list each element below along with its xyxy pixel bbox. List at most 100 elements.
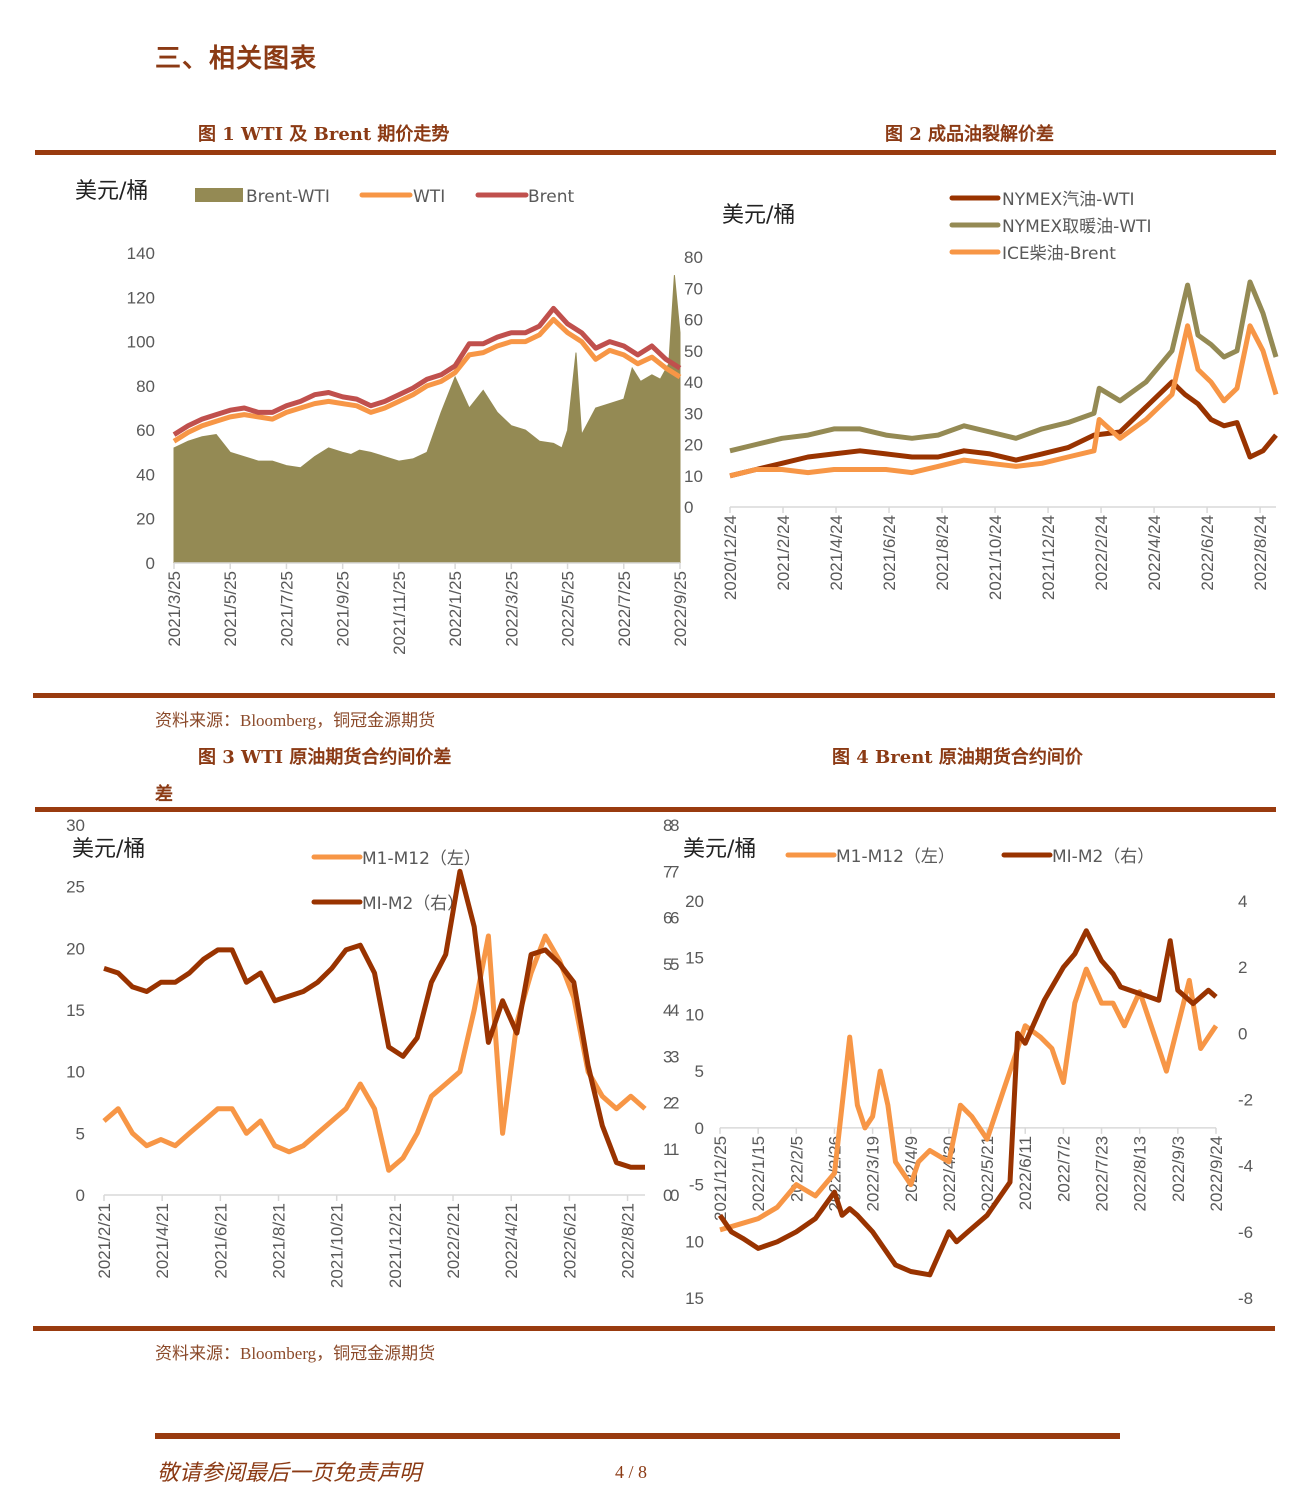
- x-tick-label: 2022/7/23: [1093, 1136, 1112, 1212]
- legend-label: M1-M12（左）: [362, 849, 481, 869]
- y2-tick-label: 4: [670, 1001, 679, 1020]
- unit-label: 美元/桶: [72, 837, 145, 862]
- source-note-2: 资料来源：Bloomberg，铜冠金源期货: [155, 1344, 436, 1363]
- x-tick-label: 2021/12/24: [1039, 515, 1058, 600]
- y-tick-label: 10: [66, 1063, 85, 1082]
- source-note-1: 资料来源：Bloomberg，铜冠金源期货: [155, 711, 436, 730]
- unit-label: 美元/桶: [75, 179, 148, 204]
- y2-tick-label: 60: [684, 311, 703, 330]
- line-m1-m12: [719, 966, 1219, 1233]
- line-m1-m2: [717, 928, 1218, 1278]
- line-m1-m12: [102, 933, 647, 1173]
- y-tick-label: 20: [685, 892, 704, 911]
- x-tick-label: 2022/2/24: [1092, 515, 1111, 591]
- x-tick-label: 2022/2/21: [444, 1203, 463, 1279]
- y2-tick-label: 4: [1238, 892, 1247, 911]
- y2-tick-label: 7: [670, 862, 679, 881]
- mid-rule-1: [33, 693, 1275, 698]
- line-brent: [172, 305, 682, 437]
- x-tick-label: 2021/3/25: [165, 571, 184, 647]
- legend-swatch-brent-wti: [195, 188, 243, 202]
- x-tick-label: 2021/12/25: [711, 1136, 730, 1221]
- y-tick-label: 25: [66, 878, 85, 897]
- y2-tick-label: 70: [684, 279, 703, 298]
- x-tick-label: 2022/6/24: [1198, 515, 1217, 591]
- overlay-tick-label: 4: [663, 1001, 672, 1020]
- y2-tick-label: 10: [684, 467, 703, 486]
- overlay-tick-label: 5: [663, 955, 672, 974]
- bottom-rule: [33, 1326, 1275, 1331]
- legend-label-wti: WTI: [413, 187, 445, 207]
- y-tick-label: 20: [66, 939, 85, 958]
- overlay-tick-label: 0: [663, 1186, 672, 1205]
- y-tick-label: 40: [136, 465, 155, 484]
- fig3-title-wrap: 差: [155, 784, 173, 805]
- x-tick-label: 2021/6/24: [880, 515, 899, 591]
- x-tick-label: 2022/3/25: [502, 571, 521, 647]
- x-tick-label: 2021/9/25: [334, 571, 353, 647]
- y-tick-label: 5: [695, 1062, 704, 1081]
- y-tick-label: 120: [127, 288, 155, 307]
- y2-tick-label: 1: [670, 1140, 679, 1159]
- x-tick-label: 2022/8/21: [619, 1203, 638, 1279]
- charts-row-1: 美元/桶 Brent-WTI WTI Brent0204060801001201402…: [75, 179, 1279, 655]
- y2-tick-label: 30: [684, 404, 703, 423]
- y-tick-label: 0: [695, 1119, 704, 1138]
- overlay-tick-label: 2: [663, 1094, 672, 1113]
- x-tick-label: 2022/5/25: [559, 571, 578, 647]
- x-tick-label: 2021/11/25: [390, 571, 409, 655]
- y-tick-label: 140: [127, 244, 155, 263]
- x-tick-label: 2021/5/25: [221, 571, 240, 647]
- y-tick-label: 10: [685, 1005, 704, 1024]
- series-line-2: [729, 323, 1279, 479]
- x-tick-label: 2022/4/9: [902, 1136, 921, 1202]
- y-tick-label: 0: [76, 1186, 85, 1205]
- y-tick-label: 100: [127, 333, 155, 352]
- unit-label: 美元/桶: [683, 837, 756, 862]
- x-tick-label: 2022/1/25: [446, 571, 465, 647]
- overlay-tick-label: 7: [663, 862, 672, 881]
- y-tick-label: 30: [66, 816, 85, 835]
- legend-label: MI-M2（右）: [362, 894, 464, 914]
- x-tick-label: 2021/4/24: [827, 515, 846, 591]
- fig1-chart: 美元/桶 Brent-WTI WTI Brent0204060801001201402…: [75, 179, 703, 655]
- y-tick-label: 15: [685, 949, 704, 968]
- x-tick-label: 2020/12/24: [721, 515, 740, 600]
- y-tick-label: 0: [146, 554, 155, 573]
- page-number: 4 / 8: [615, 1462, 648, 1482]
- y-tick-label: 60: [136, 421, 155, 440]
- y2-tick-label: 6: [670, 909, 679, 928]
- section-title: 三、相关图表: [155, 44, 318, 74]
- y2-tick-label: 50: [684, 342, 703, 361]
- y-tick-label: 10: [685, 1232, 704, 1251]
- y2-tick-label: 5: [670, 955, 679, 974]
- x-tick-label: 2022/4/24: [1145, 515, 1164, 591]
- area-brent-wti: [173, 275, 681, 564]
- x-tick-label: 2021/12/21: [386, 1203, 405, 1288]
- y2-tick-label: -8: [1238, 1289, 1253, 1308]
- y2-tick-label: 8: [670, 816, 679, 835]
- x-tick-label: 2022/6/21: [560, 1203, 579, 1279]
- overlay-tick-label: 8: [663, 816, 672, 835]
- x-tick-label: 2022/7/2: [1054, 1136, 1073, 1202]
- fig2-title: 图 2 成品油裂解价差: [885, 124, 1055, 145]
- x-tick-label: 2021/2/21: [95, 1203, 114, 1279]
- overlay-tick-label: 6: [663, 909, 672, 928]
- y2-tick-label: 20: [684, 436, 703, 455]
- y-tick-label: 80: [136, 377, 155, 396]
- x-tick-label: 2022/8/13: [1131, 1136, 1150, 1212]
- x-tick-label: 2021/6/21: [211, 1203, 230, 1279]
- x-tick-label: 2022/5/21: [978, 1136, 997, 1212]
- y2-tick-label: 40: [684, 373, 703, 392]
- x-tick-label: 2021/10/24: [986, 515, 1005, 600]
- y2-tick-label: -4: [1238, 1157, 1253, 1176]
- x-tick-label: 2021/2/24: [774, 515, 793, 591]
- y2-tick-label: 3: [670, 1047, 679, 1066]
- overlay-tick-label: 1: [663, 1140, 672, 1159]
- x-tick-label: 2022/9/24: [1207, 1136, 1226, 1212]
- x-tick-label: 2021/10/21: [328, 1203, 347, 1288]
- x-tick-label: 2022/9/25: [671, 571, 690, 647]
- x-tick-label: 2021/7/25: [277, 571, 296, 647]
